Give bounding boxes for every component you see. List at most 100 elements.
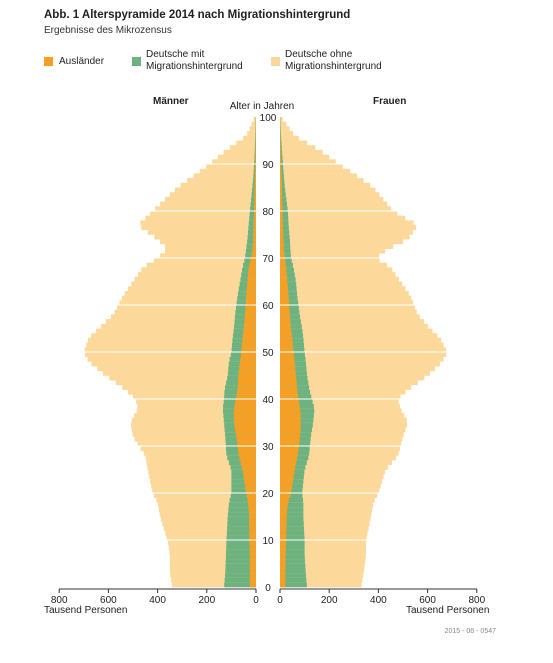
bar-male-auslaender-age-15 <box>248 511 256 517</box>
bar-male-auslaender-age-61 <box>246 295 256 301</box>
bar-female-deutsche_mit-age-10 <box>280 535 305 541</box>
bar-female-auslaender-age-26 <box>280 460 297 466</box>
bar-male-auslaender-age-11 <box>249 530 256 536</box>
bar-male-deutsche_ohne-age-38 <box>137 403 256 409</box>
bar-male-auslaender-age-56 <box>244 319 256 325</box>
bar-female-deutsche_ohne-age-78 <box>280 215 406 221</box>
bar-female-deutsche_ohne-age-91 <box>280 154 330 160</box>
bar-male-auslaender-age-41 <box>237 389 256 395</box>
bar-male-deutsche_ohne-age-77 <box>140 220 256 226</box>
bar-female-deutsche_ohne-age-75 <box>280 229 413 235</box>
bar-female-deutsche_mit-age-93 <box>280 145 282 151</box>
bar-female-auslaender-age-55 <box>280 323 291 329</box>
bar-female-deutsche_ohne-age-56 <box>280 319 424 325</box>
bar-female-deutsche_ohne-age-11 <box>280 530 368 536</box>
bar-female-deutsche_mit-age-13 <box>280 521 304 527</box>
bar-male-deutsche_ohne-age-65 <box>134 276 256 282</box>
bar-male-auslaender-age-35 <box>233 417 256 423</box>
bar-female-deutsche_mit-age-2 <box>280 572 307 578</box>
bar-male-deutsche_ohne-age-11 <box>165 530 256 536</box>
bar-male-deutsche_ohne-age-36 <box>134 413 256 419</box>
bar-male-auslaender-age-46 <box>239 366 256 372</box>
bar-female-deutsche_ohne-age-83 <box>280 192 380 198</box>
bar-male-deutsche_ohne-age-34 <box>130 422 256 428</box>
bar-female-deutsche_mit-age-63 <box>280 286 297 292</box>
bar-male-deutsche_mit-age-87 <box>253 173 256 179</box>
bar-female-deutsche_ohne-age-19 <box>280 493 378 498</box>
bar-male-deutsche_ohne-age-48 <box>87 356 257 362</box>
bar-male-auslaender-age-49 <box>240 352 256 357</box>
bar-female-deutsche_ohne-age-4 <box>280 563 365 569</box>
bar-male-deutsche_ohne-age-73 <box>160 239 256 245</box>
bar-male-auslaender-age-85 <box>254 182 256 188</box>
bar-female-auslaender-age-14 <box>280 516 287 522</box>
chart-title: Abb. 1 Alterspyramide 2014 nach Migratio… <box>44 9 351 21</box>
bar-female-deutsche_mit-age-69 <box>280 258 292 263</box>
bar-male-deutsche_ohne-age-49 <box>85 352 256 357</box>
bar-female-auslaender-age-88 <box>280 168 282 174</box>
bar-female-deutsche_mit-age-95 <box>280 135 282 141</box>
bar-male-deutsche_ohne-age-63 <box>128 286 256 292</box>
bar-male-deutsche_mit-age-86 <box>252 178 257 184</box>
bar-female-auslaender-age-22 <box>280 478 293 484</box>
bar-female-deutsche_mit-age-4 <box>280 563 306 569</box>
bar-male-deutsche_ohne-age-87 <box>193 173 256 179</box>
bar-female-deutsche_ohne-age-23 <box>280 474 384 480</box>
bar-female-deutsche_ohne-age-46 <box>280 366 435 372</box>
bar-male-deutsche_ohne-age-68 <box>146 262 256 268</box>
bar-male-deutsche_ohne-age-61 <box>121 295 257 301</box>
bar-female-deutsche_ohne-age-76 <box>280 225 417 231</box>
bar-female-auslaender-age-87 <box>280 173 282 179</box>
bar-male-deutsche_ohne-age-79 <box>150 211 256 216</box>
bar-female-deutsche_ohne-age-17 <box>280 502 374 508</box>
bar-female-deutsche_ohne-age-34 <box>280 422 408 428</box>
bar-female-auslaender-age-49 <box>280 352 294 357</box>
bar-female-deutsche_mit-age-86 <box>280 178 285 184</box>
bar-male-auslaender-age-26 <box>240 460 257 466</box>
bar-female-deutsche_ohne-age-98 <box>280 121 287 127</box>
bar-male-deutsche_ohne-age-25 <box>147 464 256 470</box>
x-tick-label-left-800: 800 <box>51 595 68 606</box>
bar-male-deutsche_ohne-age-30 <box>137 441 256 447</box>
bar-male-auslaender-age-57 <box>244 314 256 320</box>
bar-female-auslaender-age-39 <box>280 399 299 404</box>
chart-subtitle: Ergebnisse des Mikrozensus <box>44 25 172 36</box>
bar-female-auslaender-age-2 <box>280 572 286 578</box>
bar-male-deutsche_ohne-age-52 <box>87 337 257 343</box>
bar-male-deutsche_ohne-age-0 <box>171 582 256 588</box>
bar-female-deutsche_mit-age-7 <box>280 549 305 555</box>
bar-female-deutsche_mit-age-78 <box>280 215 289 221</box>
bar-female-deutsche_ohne-age-52 <box>280 337 442 343</box>
bar-male-deutsche_ohne-age-55 <box>101 323 257 329</box>
age-tick-label-10: 10 <box>262 536 274 547</box>
x-tick-label-right-800: 800 <box>468 595 485 606</box>
bar-male-deutsche_mit-age-1 <box>224 577 256 583</box>
bar-male-auslaender-age-17 <box>248 502 256 508</box>
x-tick-label-left-600: 600 <box>100 595 117 606</box>
x-tick-label-left-200: 200 <box>198 595 215 606</box>
legend-label-deutsche-ohne: Deutsche ohne Migrationshintergrund <box>285 49 382 72</box>
bar-female-deutsche_ohne-age-58 <box>280 309 417 315</box>
bar-male-deutsche_mit-age-92 <box>254 149 256 155</box>
age-tick-label-50: 50 <box>262 348 274 359</box>
bar-male-deutsche_ohne-age-66 <box>137 272 256 278</box>
bar-male-deutsche_mit-age-79 <box>249 211 256 216</box>
bar-female-deutsche_ohne-age-41 <box>280 389 406 395</box>
bar-male-deutsche_ohne-age-88 <box>200 168 256 174</box>
x-tick-label-right-200: 200 <box>321 595 338 606</box>
legend-swatch-auslaender <box>44 57 53 66</box>
bar-male-auslaender-age-89 <box>255 164 256 169</box>
bar-male-auslaender-age-52 <box>242 337 256 343</box>
bar-male-auslaender-age-91 <box>255 154 256 160</box>
bar-female-deutsche_ohne-age-14 <box>280 516 371 522</box>
bar-female-deutsche_ohne-age-53 <box>280 333 438 339</box>
age-axis-label: Alter in Jahren <box>229 101 295 112</box>
bar-male-auslaender-age-71 <box>252 248 256 254</box>
age-tick-label-20: 20 <box>262 489 274 500</box>
bar-male-auslaender-age-81 <box>254 201 256 207</box>
bar-male-deutsche_mit-age-3 <box>225 568 256 574</box>
bar-female-deutsche_mit-age-62 <box>280 290 298 296</box>
bar-male-deutsche_ohne-age-46 <box>97 366 256 372</box>
bar-female-auslaender-age-21 <box>280 483 293 489</box>
bar-female-auslaender-age-92 <box>280 149 281 155</box>
